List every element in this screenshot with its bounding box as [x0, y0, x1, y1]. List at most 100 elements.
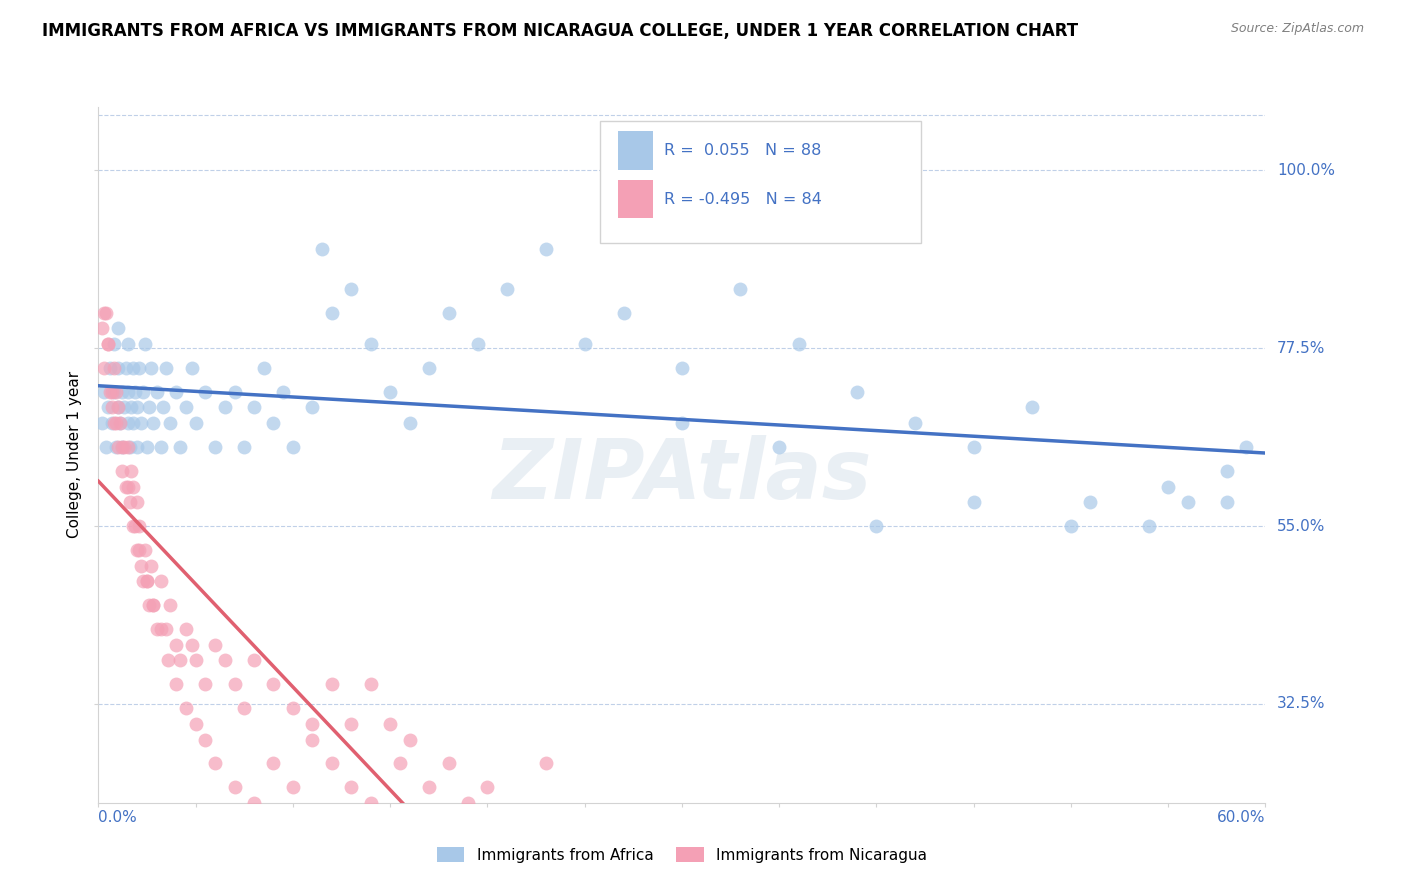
Point: [418, 780, 440, 794]
Point: [671, 361, 693, 376]
Point: [437, 305, 460, 319]
Point: [111, 464, 134, 478]
Point: [97, 337, 120, 351]
Point: [107, 401, 129, 415]
Point: [467, 337, 489, 351]
Point: [122, 519, 145, 533]
Text: 60.0%: 60.0%: [1218, 810, 1265, 825]
Point: [340, 780, 363, 794]
Point: [114, 361, 136, 376]
Point: [962, 495, 984, 509]
Text: 32.5%: 32.5%: [1277, 697, 1326, 712]
Point: [142, 417, 165, 431]
Point: [360, 796, 382, 810]
Point: [962, 440, 984, 454]
FancyBboxPatch shape: [600, 121, 921, 243]
Point: [281, 701, 304, 715]
Point: [194, 677, 217, 691]
Point: [103, 417, 125, 431]
Point: [136, 574, 159, 589]
Point: [155, 622, 177, 636]
Point: [233, 440, 256, 454]
Point: [174, 701, 197, 715]
Point: [495, 282, 517, 296]
Point: [243, 401, 266, 415]
Point: [184, 417, 207, 431]
Point: [845, 384, 868, 399]
Point: [214, 653, 236, 667]
Point: [132, 574, 155, 589]
Point: [108, 417, 131, 431]
Point: [132, 384, 155, 399]
Y-axis label: College, Under 1 year: College, Under 1 year: [67, 371, 83, 539]
Point: [93, 305, 115, 319]
Point: [111, 384, 134, 399]
Point: [271, 384, 294, 399]
Point: [104, 440, 127, 454]
Point: [91, 321, 114, 335]
Point: [311, 243, 333, 257]
Point: [159, 417, 181, 431]
Point: [398, 417, 420, 431]
Point: [139, 558, 162, 573]
Text: 0.0%: 0.0%: [98, 810, 138, 825]
Point: [127, 495, 149, 509]
Point: [233, 701, 256, 715]
Point: [103, 337, 125, 351]
Point: [93, 384, 115, 399]
Point: [128, 361, 150, 376]
Point: [224, 384, 246, 399]
Point: [169, 653, 191, 667]
Point: [122, 417, 145, 431]
Point: [96, 305, 118, 319]
Point: [108, 417, 131, 431]
Point: [97, 401, 120, 415]
Point: [204, 756, 226, 771]
Point: [91, 417, 114, 431]
Point: [138, 401, 160, 415]
Point: [184, 653, 207, 667]
Point: [117, 384, 139, 399]
FancyBboxPatch shape: [617, 131, 652, 169]
Point: [1021, 401, 1043, 415]
Point: [321, 677, 343, 691]
Point: [262, 756, 284, 771]
Point: [457, 796, 479, 810]
Point: [122, 479, 145, 493]
Point: [165, 384, 187, 399]
Text: 77.5%: 77.5%: [1277, 341, 1326, 356]
Point: [107, 440, 129, 454]
Point: [1080, 495, 1102, 509]
Point: [184, 716, 207, 731]
Point: [107, 361, 129, 376]
Text: IMMIGRANTS FROM AFRICA VS IMMIGRANTS FROM NICARAGUA COLLEGE, UNDER 1 YEAR CORREL: IMMIGRANTS FROM AFRICA VS IMMIGRANTS FRO…: [42, 22, 1078, 40]
Point: [321, 305, 343, 319]
Legend: Immigrants from Africa, Immigrants from Nicaragua: Immigrants from Africa, Immigrants from …: [430, 840, 934, 869]
Point: [768, 440, 790, 454]
Point: [243, 796, 266, 810]
Point: [112, 401, 135, 415]
Point: [129, 417, 152, 431]
Point: [360, 677, 382, 691]
Point: [224, 780, 246, 794]
Point: [112, 440, 135, 454]
Point: [107, 401, 129, 415]
Point: [321, 756, 343, 771]
Point: [180, 638, 202, 652]
Point: [98, 361, 121, 376]
Point: [378, 384, 402, 399]
Point: [865, 519, 887, 533]
Point: [169, 440, 191, 454]
Point: [194, 384, 217, 399]
Point: [301, 716, 323, 731]
Point: [157, 653, 180, 667]
Point: [124, 384, 146, 399]
Point: [165, 677, 187, 691]
Text: R = -0.495   N = 84: R = -0.495 N = 84: [665, 192, 823, 207]
Point: [214, 401, 236, 415]
Point: [138, 598, 160, 612]
Point: [437, 756, 460, 771]
Point: [243, 653, 266, 667]
Point: [101, 384, 124, 399]
Point: [534, 756, 557, 771]
